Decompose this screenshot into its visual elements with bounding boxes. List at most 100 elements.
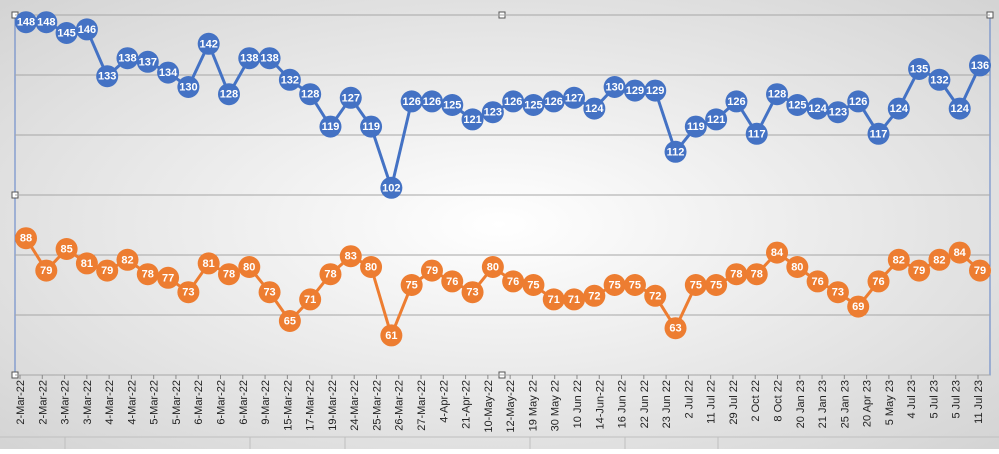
x-tick-label: 2 Oct 22 xyxy=(750,380,762,422)
data-point xyxy=(96,259,119,282)
x-tick-label: 17-Mar-22 xyxy=(305,380,317,431)
data-point xyxy=(969,259,991,282)
x-tick-label: 3-Mar-22 xyxy=(60,380,72,425)
data-label: 77 xyxy=(162,272,174,284)
data-point xyxy=(583,97,606,120)
data-point xyxy=(502,270,525,293)
data-label: 128 xyxy=(768,89,786,101)
x-tick-label: 2 Jul 22 xyxy=(683,380,695,419)
data-point xyxy=(948,97,971,120)
data-point xyxy=(705,108,728,131)
data-label: 75 xyxy=(710,280,722,292)
x-tick-label: 25-Mar-22 xyxy=(371,380,383,431)
data-point xyxy=(908,58,931,80)
data-label: 146 xyxy=(78,24,96,36)
x-tick-label: 6-Mar-22 xyxy=(216,380,228,425)
data-point xyxy=(563,288,586,311)
data-point xyxy=(35,11,58,34)
data-label: 78 xyxy=(751,269,763,281)
data-label: 142 xyxy=(200,38,218,50)
data-label: 76 xyxy=(507,276,519,288)
data-label: 82 xyxy=(121,254,133,266)
data-label: 78 xyxy=(223,269,235,281)
data-label: 126 xyxy=(545,96,563,108)
data-label: 71 xyxy=(304,294,316,306)
data-label: 138 xyxy=(260,53,278,65)
data-label: 130 xyxy=(605,82,623,94)
data-point xyxy=(786,256,809,278)
data-label: 80 xyxy=(365,262,377,274)
data-point xyxy=(116,47,139,70)
data-label: 72 xyxy=(588,290,600,302)
data-point xyxy=(157,61,180,84)
data-point xyxy=(948,241,971,264)
data-label: 138 xyxy=(118,53,136,65)
data-point xyxy=(360,256,383,278)
data-point xyxy=(806,270,829,293)
data-label: 119 xyxy=(687,121,705,133)
data-point xyxy=(563,86,586,109)
data-point xyxy=(339,86,362,109)
x-axis: 2-Mar-22 2-Mar-22 3-Mar-22 3-Mar-22 4-Mar-22… xyxy=(15,375,985,433)
data-point xyxy=(928,68,951,91)
data-label: 84 xyxy=(771,247,784,259)
data-point xyxy=(116,248,139,271)
data-point xyxy=(136,50,159,73)
data-label: 126 xyxy=(402,96,420,108)
data-point xyxy=(55,22,78,44)
data-point xyxy=(766,83,789,106)
data-label: 126 xyxy=(849,96,867,108)
data-point xyxy=(705,274,728,296)
data-label: 132 xyxy=(930,74,948,86)
data-label: 128 xyxy=(220,89,238,101)
data-label: 69 xyxy=(852,301,864,313)
data-point xyxy=(806,97,829,120)
data-point xyxy=(55,238,78,260)
data-label: 84 xyxy=(954,247,967,259)
x-tick-label: 10 Jun 22 xyxy=(572,380,584,428)
data-label: 79 xyxy=(974,265,986,277)
data-label: 78 xyxy=(324,269,336,281)
data-point xyxy=(339,245,362,268)
data-point xyxy=(15,227,37,250)
data-label: 102 xyxy=(382,182,400,194)
x-tick-label: 26-Mar-22 xyxy=(394,380,406,431)
data-point xyxy=(847,90,870,113)
data-label: 112 xyxy=(667,146,685,158)
data-label: 79 xyxy=(101,265,113,277)
data-point xyxy=(847,295,870,318)
data-point xyxy=(258,281,281,304)
data-label: 81 xyxy=(81,258,93,270)
data-point xyxy=(887,248,910,271)
data-label: 76 xyxy=(446,276,458,288)
data-point xyxy=(461,108,484,131)
x-tick-label: 27-Mar-22 xyxy=(416,380,428,431)
data-label: 75 xyxy=(609,280,621,292)
data-point xyxy=(969,54,991,77)
x-tick-label: 4-Mar-22 xyxy=(126,380,138,425)
x-tick-label: 11 Jul 22 xyxy=(706,380,718,424)
data-point xyxy=(217,263,240,286)
data-label: 121 xyxy=(707,114,725,126)
x-tick-label: 12-May-22 xyxy=(505,380,517,433)
x-tick-label: 9-Mar-22 xyxy=(260,380,272,425)
data-point xyxy=(745,263,768,286)
data-label: 71 xyxy=(548,294,560,306)
data-label: 125 xyxy=(443,100,461,112)
x-tick-label: 5 May 23 xyxy=(884,380,896,425)
x-tick-label: 4-Apr-22 xyxy=(438,380,450,423)
data-label: 79 xyxy=(426,265,438,277)
data-label: 148 xyxy=(37,17,55,29)
data-label: 124 xyxy=(951,103,970,115)
data-label: 123 xyxy=(829,107,847,119)
data-point xyxy=(177,281,200,304)
data-point xyxy=(745,122,768,145)
data-point xyxy=(928,248,951,271)
data-label: 134 xyxy=(159,67,178,79)
x-tick-label: 10-May-22 xyxy=(483,380,495,433)
x-tick-label: 19-Mar-22 xyxy=(327,380,339,431)
data-label: 61 xyxy=(385,330,397,342)
data-point xyxy=(400,274,423,296)
data-label: 119 xyxy=(362,121,380,133)
